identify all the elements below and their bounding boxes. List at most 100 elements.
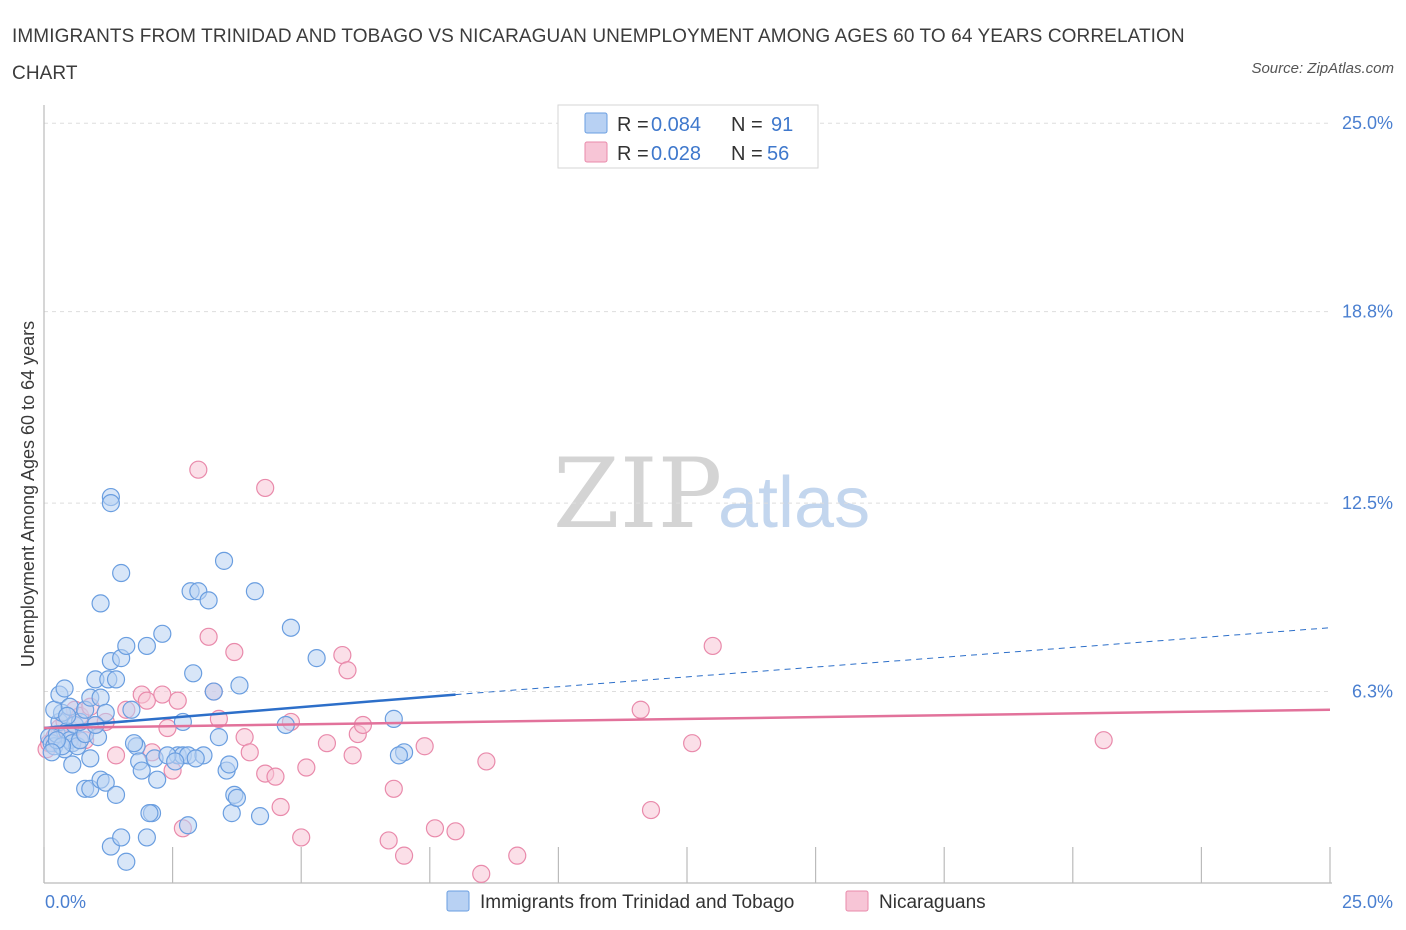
- legend-r-value-1: 0.084: [651, 114, 701, 136]
- data-point-nicaraguans: [343, 746, 362, 765]
- data-point-nicaraguans: [384, 779, 403, 798]
- legend-r-label-2: R =: [617, 143, 649, 165]
- data-point-nicaraguans: [641, 800, 661, 820]
- data-point-trinidad-tobago: [132, 761, 151, 780]
- data-point-nicaraguans: [425, 819, 445, 838]
- data-point-nicaraguans: [415, 737, 434, 756]
- series-trinidad-tobago: [40, 487, 414, 871]
- data-point-nicaraguans: [477, 752, 496, 771]
- y-tick-label: 25.0%: [1342, 113, 1393, 133]
- data-point-trinidad-tobago: [96, 773, 115, 792]
- data-point-trinidad-tobago: [209, 728, 228, 747]
- data-point-trinidad-tobago: [222, 804, 241, 823]
- legend-swatch-blue: [584, 112, 608, 134]
- bottom-legend-swatch-pink: [845, 890, 869, 912]
- data-point-nicaraguans: [266, 767, 285, 786]
- legend-n-value-1: 91: [771, 114, 793, 136]
- data-point-nicaraguans: [703, 636, 722, 656]
- bottom-legend-label-blue: Immigrants from Trinidad and Tobago: [480, 892, 794, 913]
- data-point-nicaraguans: [333, 645, 352, 665]
- data-point-trinidad-tobago: [178, 816, 198, 835]
- data-point-trinidad-tobago: [245, 582, 265, 601]
- data-point-trinidad-tobago: [204, 682, 223, 701]
- data-point-trinidad-tobago: [148, 770, 167, 789]
- y-tick-label: 18.8%: [1342, 302, 1393, 322]
- data-point-nicaraguans: [1094, 731, 1113, 750]
- data-point-nicaraguans: [189, 460, 208, 479]
- x-tick-label-min: 0.0%: [45, 892, 86, 912]
- data-point-trinidad-tobago: [122, 700, 141, 719]
- data-point-trinidad-tobago: [281, 618, 301, 637]
- data-point-trinidad-tobago: [117, 636, 136, 656]
- data-point-nicaraguans: [338, 661, 357, 680]
- data-point-nicaraguans: [472, 864, 491, 883]
- legend-r-value-2: 0.028: [651, 143, 701, 165]
- y-tick-label: 12.5%: [1342, 493, 1393, 513]
- data-point-nicaraguans: [297, 758, 316, 777]
- x-axis-ticks: [43, 847, 1331, 883]
- source-label: Source: ZipAtlas.com: [1251, 60, 1394, 77]
- data-point-trinidad-tobago: [227, 788, 246, 808]
- data-point-trinidad-tobago: [137, 828, 156, 847]
- trend-lines: [43, 627, 1331, 730]
- data-point-trinidad-tobago: [96, 703, 115, 722]
- watermark-zip: ZIP: [553, 438, 722, 550]
- data-point-trinidad-tobago: [58, 706, 77, 725]
- chart-title: IMMIGRANTS FROM TRINIDAD AND TOBAGO VS N…: [12, 26, 1185, 84]
- legend-n-label-2: N =: [731, 143, 763, 165]
- data-point-nicaraguans: [153, 685, 172, 704]
- legend-r-label-1: R =: [617, 114, 649, 136]
- data-point-trinidad-tobago: [112, 828, 131, 847]
- legend-swatch-pink: [584, 141, 608, 163]
- data-point-trinidad-tobago: [91, 594, 110, 613]
- legend-n-label-1: N =: [731, 114, 763, 136]
- data-point-nicaraguans: [508, 846, 527, 865]
- data-point-nicaraguans: [225, 642, 244, 662]
- data-point-nicaraguans: [631, 700, 650, 719]
- data-point-trinidad-tobago: [389, 746, 409, 765]
- data-point-trinidad-tobago: [186, 749, 205, 768]
- data-point-trinidad-tobago: [140, 804, 159, 823]
- data-point-trinidad-tobago: [184, 664, 203, 683]
- data-point-nicaraguans: [683, 734, 702, 753]
- data-point-trinidad-tobago: [63, 755, 82, 774]
- trend-line-nicaraguans: [43, 708, 1331, 730]
- correlation-legend: R = 0.084 N = 91 R = 0.028 N = 56: [557, 104, 819, 169]
- data-point-trinidad-tobago: [42, 743, 61, 762]
- trend-line-trinidad-tobago-extension: [455, 627, 1331, 696]
- trend-line-trinidad-tobago: [43, 693, 456, 730]
- data-point-trinidad-tobago: [106, 785, 126, 804]
- y-axis-tick-labels: 6.3% 12.5% 18.8% 25.0%: [1342, 113, 1393, 701]
- data-point-nicaraguans: [137, 691, 156, 710]
- legend-n-value-2: 56: [767, 143, 789, 165]
- data-point-nicaraguans: [168, 691, 187, 710]
- data-point-trinidad-tobago: [307, 649, 326, 668]
- y-axis-label: Unemployment Among Ages 60 to 64 years: [18, 321, 38, 667]
- data-point-nicaraguans: [317, 734, 337, 753]
- data-point-nicaraguans: [256, 478, 275, 498]
- data-point-trinidad-tobago: [166, 752, 185, 771]
- data-point-trinidad-tobago: [199, 591, 218, 610]
- data-point-nicaraguans: [394, 846, 414, 865]
- data-point-nicaraguans: [240, 743, 259, 762]
- bottom-legend-swatch-blue: [446, 890, 470, 912]
- data-point-nicaraguans: [106, 746, 126, 765]
- data-point-trinidad-tobago: [112, 563, 131, 583]
- data-point-nicaraguans: [235, 728, 254, 747]
- bottom-legend-label-pink: Nicaraguans: [879, 892, 986, 913]
- data-point-nicaraguans: [353, 715, 373, 735]
- data-point-trinidad-tobago: [214, 551, 234, 570]
- data-point-trinidad-tobago: [137, 636, 156, 656]
- data-point-nicaraguans: [271, 797, 290, 817]
- data-point-trinidad-tobago: [153, 624, 172, 643]
- series-legend: Immigrants from Trinidad and Tobago Nica…: [446, 890, 986, 913]
- data-point-trinidad-tobago: [250, 807, 270, 826]
- data-point-trinidad-tobago: [220, 755, 239, 774]
- y-tick-label: 6.3%: [1352, 682, 1393, 702]
- data-point-trinidad-tobago: [230, 676, 249, 695]
- x-tick-label-max: 25.0%: [1342, 892, 1393, 912]
- data-point-trinidad-tobago: [91, 688, 110, 707]
- data-point-trinidad-tobago: [124, 734, 144, 753]
- data-point-trinidad-tobago: [117, 852, 136, 871]
